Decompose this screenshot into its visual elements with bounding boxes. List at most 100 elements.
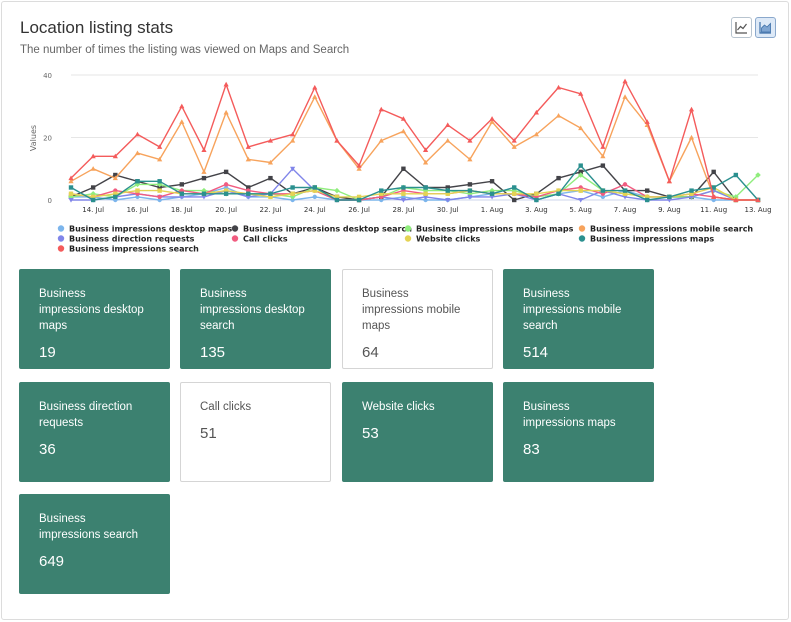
series-line[interactable]	[70, 164, 759, 201]
data-point[interactable]	[445, 198, 451, 203]
data-point[interactable]	[401, 185, 406, 190]
data-point[interactable]	[334, 194, 340, 200]
data-point[interactable]	[157, 179, 162, 184]
data-point[interactable]	[223, 109, 229, 115]
data-point[interactable]	[622, 191, 628, 196]
data-point[interactable]	[666, 198, 672, 203]
data-point[interactable]	[113, 194, 118, 200]
data-point[interactable]	[290, 197, 295, 203]
series-line[interactable]	[70, 96, 758, 201]
data-point[interactable]	[356, 197, 362, 203]
data-point[interactable]	[467, 156, 473, 162]
data-point[interactable]	[622, 94, 628, 99]
data-point[interactable]	[534, 191, 539, 196]
data-point[interactable]	[622, 182, 628, 187]
legend-item[interactable]: Business impressions mobile maps	[416, 225, 574, 234]
data-point[interactable]	[290, 131, 296, 137]
data-point[interactable]	[622, 78, 628, 84]
legend-item[interactable]: Website clicks	[416, 235, 481, 244]
data-point[interactable]	[644, 188, 650, 193]
stat-card[interactable]: Business impressions mobile maps 64	[342, 269, 493, 369]
data-point[interactable]	[600, 194, 606, 200]
stat-card[interactable]: Business direction requests 36	[19, 382, 170, 482]
data-point[interactable]	[223, 188, 229, 193]
data-point[interactable]	[312, 188, 317, 193]
data-point[interactable]	[68, 198, 74, 203]
data-point[interactable]	[290, 166, 296, 172]
legend-item[interactable]: Business impressions maps	[590, 235, 714, 244]
legend-item[interactable]: Business direction requests	[69, 235, 195, 244]
data-point[interactable]	[644, 194, 650, 200]
data-point[interactable]	[755, 172, 761, 178]
stat-card[interactable]: Business impressions desktop search 135	[180, 269, 331, 369]
data-point[interactable]	[534, 197, 539, 203]
data-point[interactable]	[755, 197, 761, 202]
data-point[interactable]	[422, 147, 429, 152]
data-point[interactable]	[90, 185, 96, 190]
data-point[interactable]	[135, 188, 140, 193]
data-point[interactable]	[578, 91, 584, 96]
data-point[interactable]	[157, 188, 162, 193]
data-point[interactable]	[90, 166, 96, 171]
legend-item[interactable]: Call clicks	[243, 235, 288, 244]
data-point[interactable]	[533, 131, 539, 137]
data-point[interactable]	[245, 156, 251, 162]
data-point[interactable]	[733, 197, 739, 202]
stat-card[interactable]: Business impressions desktop maps 19	[19, 269, 170, 369]
data-point[interactable]	[356, 166, 362, 171]
data-point[interactable]	[600, 153, 606, 159]
data-point[interactable]	[290, 138, 296, 143]
data-point[interactable]	[112, 175, 118, 181]
legend-item[interactable]: Business impressions search	[69, 245, 199, 254]
data-point[interactable]	[667, 194, 672, 200]
data-point[interactable]	[555, 84, 562, 90]
data-point[interactable]	[689, 191, 694, 196]
series-line[interactable]	[70, 183, 758, 201]
data-point[interactable]	[666, 178, 672, 184]
data-point[interactable]	[622, 194, 628, 200]
data-point[interactable]	[312, 194, 317, 200]
data-point[interactable]	[312, 84, 318, 90]
data-point[interactable]	[489, 194, 495, 200]
data-point[interactable]	[423, 191, 428, 196]
data-point[interactable]	[378, 106, 384, 112]
data-point[interactable]	[644, 119, 650, 124]
data-point[interactable]	[68, 175, 74, 181]
data-point[interactable]	[423, 197, 428, 203]
data-point[interactable]	[711, 169, 716, 175]
data-point[interactable]	[489, 116, 495, 121]
data-point[interactable]	[179, 182, 185, 187]
data-point[interactable]	[489, 119, 495, 124]
data-point[interactable]	[356, 163, 362, 168]
data-point[interactable]	[578, 169, 583, 175]
legend-item[interactable]: Business impressions mobile search	[590, 225, 753, 234]
data-point[interactable]	[401, 191, 406, 196]
data-point[interactable]	[201, 175, 207, 181]
data-point[interactable]	[134, 131, 141, 137]
data-point[interactable]	[223, 182, 229, 187]
stat-card[interactable]: Call clicks 51	[180, 382, 331, 482]
legend-item[interactable]: Business impressions desktop maps	[69, 225, 232, 234]
data-point[interactable]	[267, 159, 274, 165]
data-point[interactable]	[467, 182, 473, 187]
data-point[interactable]	[467, 188, 473, 193]
data-point[interactable]	[533, 109, 539, 115]
data-point[interactable]	[312, 185, 317, 190]
stat-card[interactable]: Website clicks 53	[342, 382, 493, 482]
data-point[interactable]	[400, 128, 407, 134]
data-point[interactable]	[578, 125, 584, 131]
stat-card[interactable]: Business impressions search 649	[19, 494, 170, 594]
data-point[interactable]	[201, 147, 207, 152]
data-point[interactable]	[556, 191, 561, 196]
data-point[interactable]	[356, 194, 362, 200]
data-point[interactable]	[423, 185, 428, 190]
data-point[interactable]	[467, 138, 473, 143]
data-point[interactable]	[201, 169, 207, 174]
data-point[interactable]	[401, 166, 406, 171]
legend-item[interactable]: Business impressions desktop search	[243, 225, 412, 234]
data-point[interactable]	[512, 191, 517, 196]
data-point[interactable]	[511, 138, 517, 143]
data-point[interactable]	[379, 188, 384, 193]
data-point[interactable]	[290, 191, 295, 196]
data-point[interactable]	[445, 185, 450, 190]
